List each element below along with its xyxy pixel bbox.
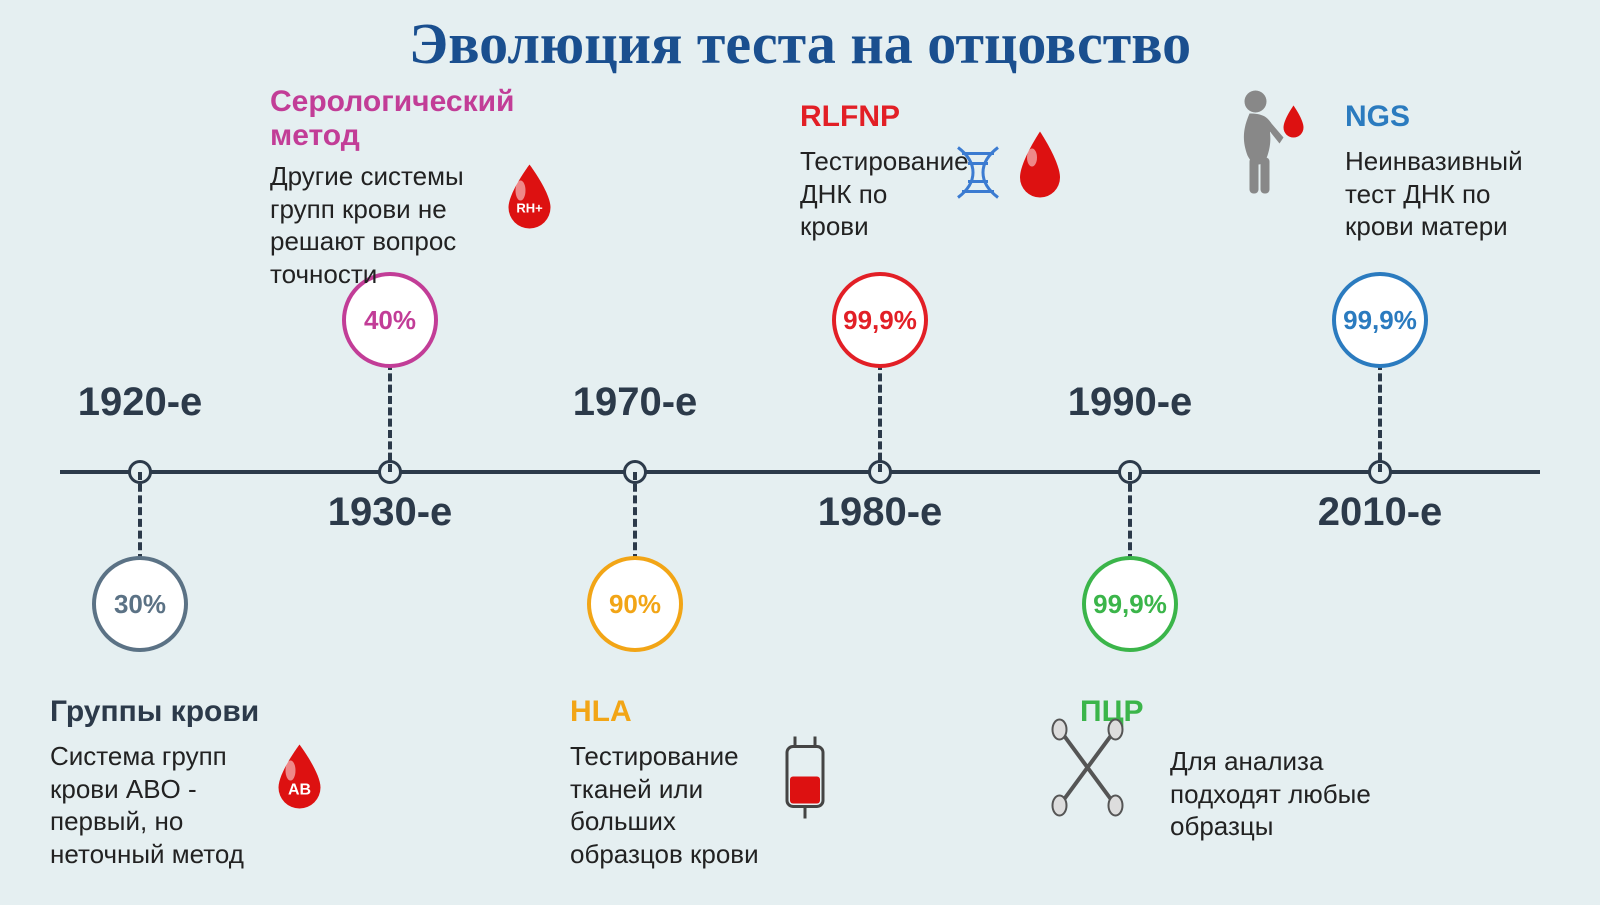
year-label: 1920-е — [78, 380, 203, 425]
svg-text:AB: AB — [288, 782, 311, 799]
method-title: HLA — [570, 695, 632, 729]
blood_bag-icon — [777, 733, 833, 828]
year-label: 1930-е — [328, 490, 453, 535]
timeline-connector — [1378, 362, 1382, 472]
method-description: Система групп крови ABO - первый, но нет… — [50, 740, 310, 870]
accuracy-percent: 99,9% — [1332, 272, 1428, 368]
year-label: 1980-е — [818, 490, 943, 535]
method-title: Группы крови — [50, 695, 259, 729]
timeline-connector — [878, 362, 882, 472]
page-title: Эволюция теста на отцовство — [0, 10, 1600, 77]
year-label: 1990-е — [1068, 380, 1193, 425]
accuracy-percent: 30% — [92, 556, 188, 652]
dna_drop-icon — [950, 128, 1070, 223]
drop_rh-icon: RH+ — [503, 163, 558, 238]
method-title: NGS — [1345, 100, 1410, 134]
method-title: Серологический метод — [270, 85, 514, 153]
timeline-connector — [388, 362, 392, 472]
accuracy-percent: 90% — [587, 556, 683, 652]
year-label: 1970-е — [573, 380, 698, 425]
method-description: Для анализа подходят любые образцы — [1170, 745, 1410, 843]
svg-text:RH+: RH+ — [516, 201, 543, 216]
method-description: Тестирование тканей или больших образцов… — [570, 740, 800, 870]
pregnant-icon — [1228, 88, 1313, 213]
method-description: Неинвазивный тест ДНК по крови матери — [1345, 145, 1565, 243]
swabs-icon — [1048, 718, 1133, 823]
year-label: 2010-е — [1318, 490, 1443, 535]
method-title: RLFNP — [800, 100, 900, 134]
timeline-axis — [60, 470, 1540, 474]
accuracy-percent: 99,9% — [1082, 556, 1178, 652]
timeline-connector — [1128, 472, 1132, 562]
timeline-connector — [138, 472, 142, 562]
accuracy-percent: 99,9% — [832, 272, 928, 368]
drop_ab-icon: AB — [273, 743, 328, 818]
method-description: Другие системы групп крови не решают воп… — [270, 160, 520, 290]
timeline-connector — [633, 472, 637, 562]
